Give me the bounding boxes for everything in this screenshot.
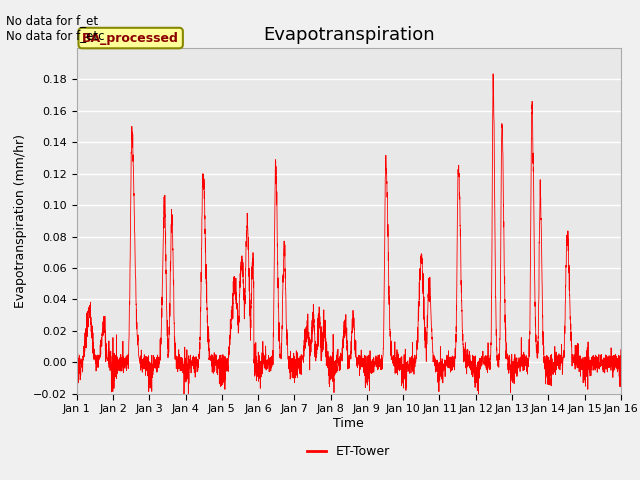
ET-Tower [475,394,483,399]
Text: No data for f_et
No data for f_etc: No data for f_et No data for f_etc [6,14,105,42]
Legend: ET-Tower: ET-Tower [302,440,396,463]
Title: Evapotranspiration: Evapotranspiration [263,25,435,44]
ET-Tower [73,379,81,385]
ET-Tower [489,71,497,77]
ET-Tower [502,325,509,331]
ET-Tower [617,347,625,353]
ET-Tower [328,367,336,373]
ET-Tower [171,334,179,340]
ET-Tower [471,379,479,385]
Line: ET-Tower: ET-Tower [77,74,621,396]
ET-Tower [616,384,624,390]
Text: BA_processed: BA_processed [82,32,179,45]
X-axis label: Time: Time [333,417,364,430]
ET-Tower [440,363,448,369]
Y-axis label: Evapotranspiration (mm/hr): Evapotranspiration (mm/hr) [14,134,28,308]
